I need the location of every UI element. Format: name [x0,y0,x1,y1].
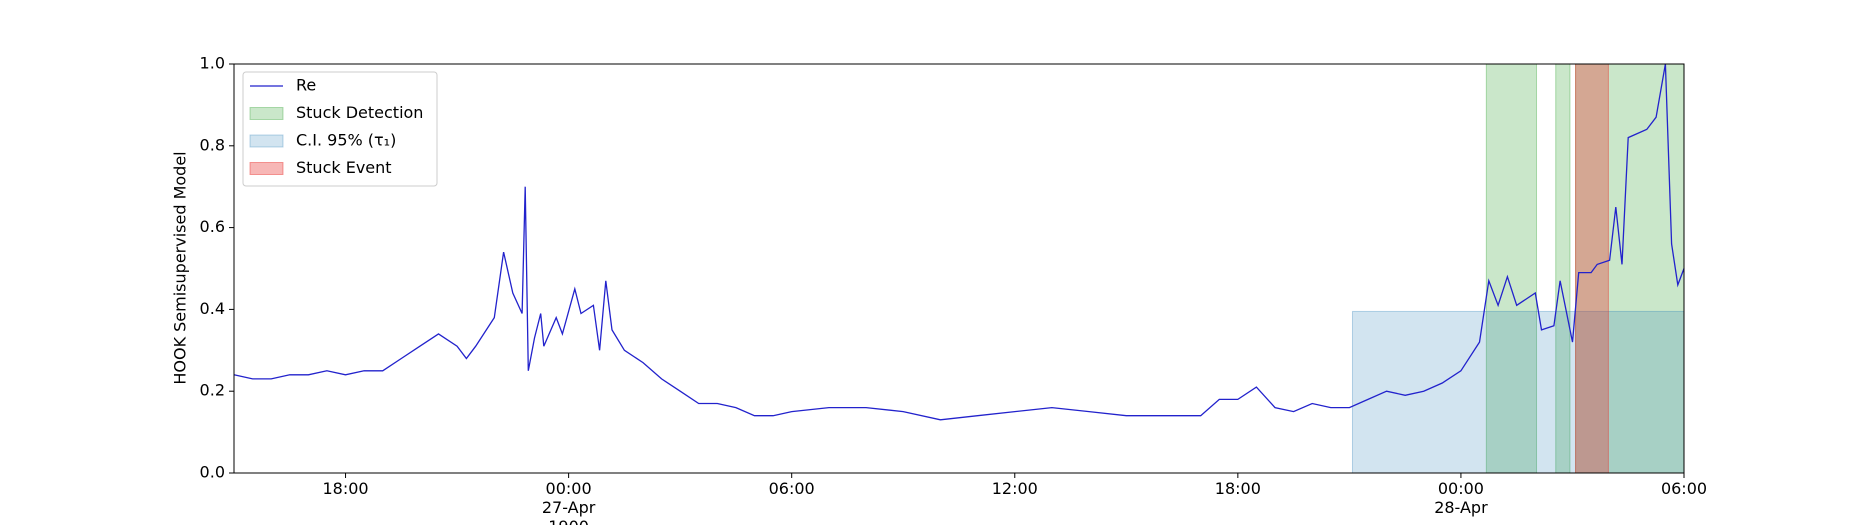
x-tick-label: 18:00 [1215,479,1261,498]
y-tick-label: 0.2 [200,381,225,400]
legend-label: Stuck Event [296,158,392,177]
legend-box [242,71,438,187]
y-tick-label: 0.8 [200,135,225,154]
legend-label: Stuck Detection [296,103,423,122]
x-tick-label: 12:00 [992,479,1038,498]
span [1485,63,1538,474]
y-axis-label: HOOK Semisupervised Model [171,151,190,384]
y-tick-label: 1.0 [200,54,225,73]
legend: Re Stuck Detection C.I. 95% (τ₁) Stuck Even… [242,71,438,187]
y-tick-label: 0.6 [200,217,225,236]
legend-patch [249,107,284,120]
y-tick-label: 0.0 [200,463,225,482]
legend-patch [249,134,284,148]
legend-patch [249,162,284,175]
x-tick-label: 18:00 [322,479,368,498]
span [1351,310,1685,474]
data-line [233,63,1685,421]
legend-label: C.I. 95% (τ₁) [296,131,396,150]
x-tick-label: 00:00 28-Apr [1434,479,1488,517]
x-tick-label: 06:00 [1661,479,1707,498]
legend-label: Re [296,76,316,95]
x-tick-label: 06:00 [769,479,815,498]
y-tick-label: 0.4 [200,299,225,318]
plot-frame [233,63,1685,474]
span [1575,63,1609,474]
